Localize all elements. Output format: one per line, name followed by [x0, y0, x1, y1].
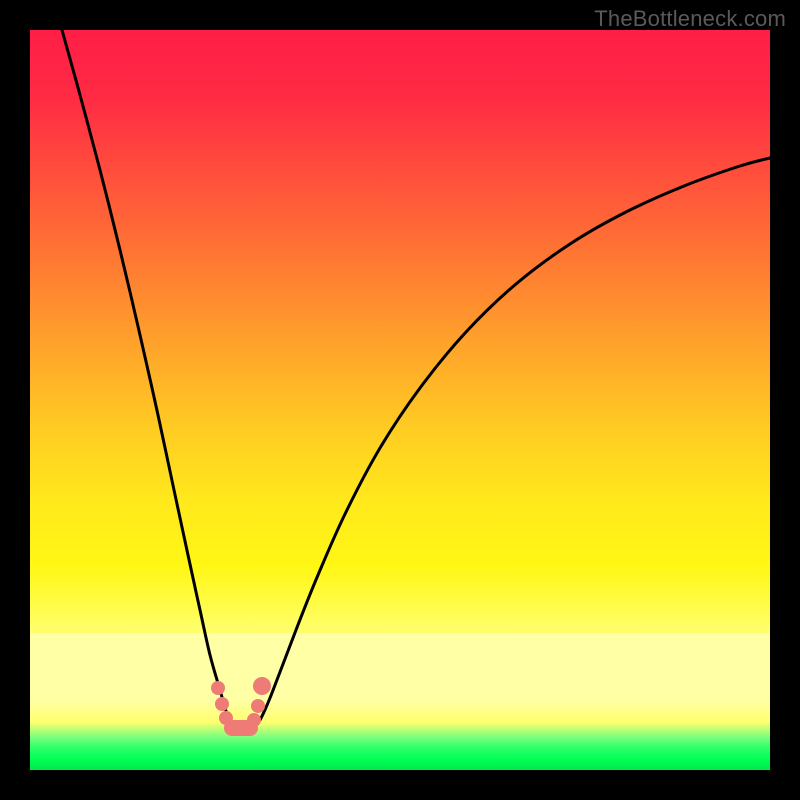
- bottom-dot: [247, 713, 261, 727]
- bottom-dot: [251, 699, 265, 713]
- outer-frame: TheBottleneck.com: [0, 0, 800, 800]
- bottom-dot: [219, 711, 233, 725]
- bottom-marks: [211, 677, 271, 736]
- watermark-text: TheBottleneck.com: [594, 6, 786, 32]
- right-curve: [260, 158, 770, 720]
- plot-area: [30, 30, 770, 770]
- bottom-dot: [211, 681, 225, 695]
- bottom-dot: [253, 677, 271, 695]
- bottom-dot: [215, 697, 229, 711]
- curve-layer: [30, 30, 770, 770]
- left-curve: [62, 30, 230, 720]
